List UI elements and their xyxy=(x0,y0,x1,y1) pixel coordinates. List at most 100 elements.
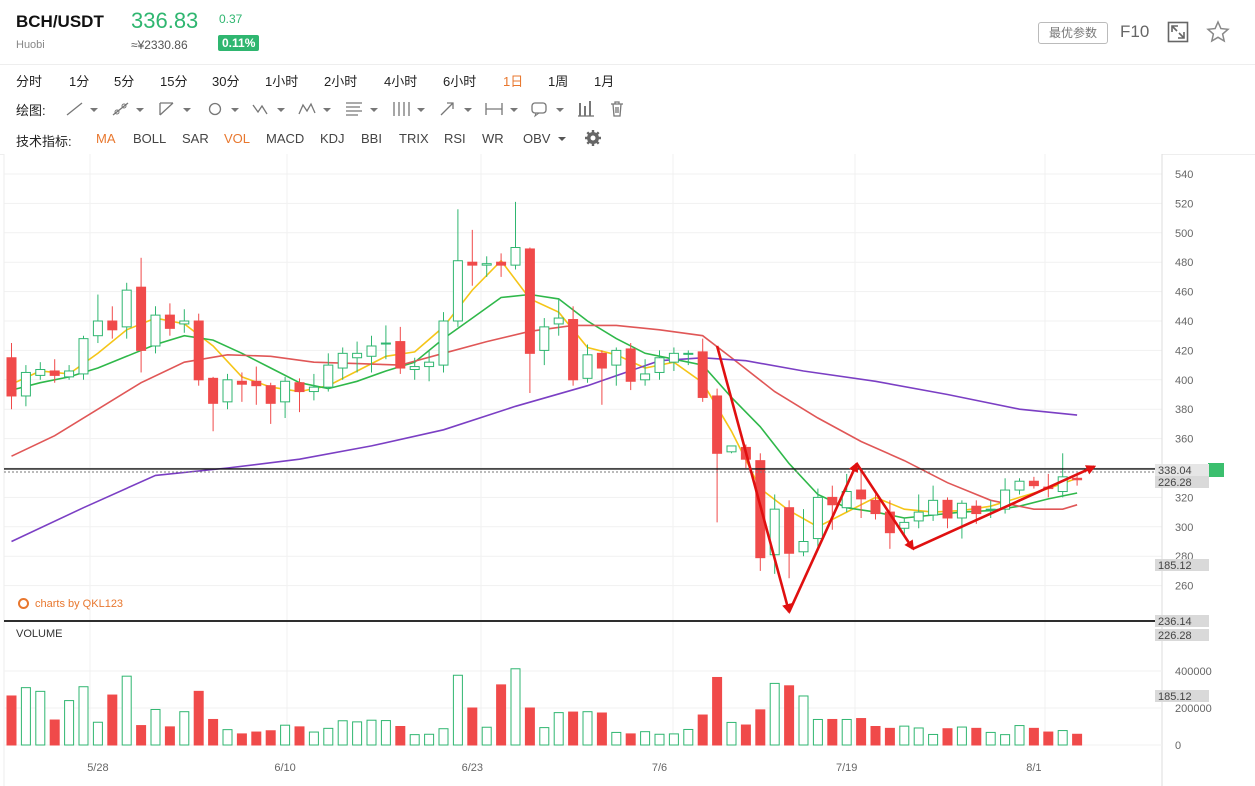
volume-bar[interactable] xyxy=(121,675,132,746)
candle[interactable] xyxy=(812,496,823,540)
candle[interactable] xyxy=(308,386,319,393)
volume-bar[interactable] xyxy=(395,726,406,746)
candle[interactable] xyxy=(582,354,593,379)
candle[interactable] xyxy=(380,342,391,345)
volume-bar[interactable] xyxy=(740,724,751,746)
candle[interactable] xyxy=(395,341,406,369)
candle[interactable] xyxy=(222,379,233,403)
volume-bar[interactable] xyxy=(841,718,852,746)
volume-bar[interactable] xyxy=(150,708,161,746)
volume-bar[interactable] xyxy=(539,727,550,746)
volume-bar[interactable] xyxy=(524,707,535,746)
indicator-rsi[interactable]: RSI xyxy=(444,131,466,146)
candle[interactable] xyxy=(193,320,204,381)
volume-bar[interactable] xyxy=(251,731,262,746)
candle[interactable] xyxy=(78,338,89,375)
candle[interactable] xyxy=(856,489,867,500)
fullscreen-icon[interactable] xyxy=(1167,21,1189,48)
volume-bar[interactable] xyxy=(985,731,996,746)
candle[interactable] xyxy=(568,319,579,381)
candle[interactable] xyxy=(438,320,449,366)
volume-bar[interactable] xyxy=(755,709,766,746)
candle[interactable] xyxy=(510,247,521,266)
interval-tab[interactable]: 分时 xyxy=(16,74,43,89)
candle[interactable] xyxy=(208,377,219,404)
interval-tab[interactable]: 1周 xyxy=(548,74,569,89)
interval-tab[interactable]: 1分 xyxy=(69,74,90,89)
volume-bar[interactable] xyxy=(1057,730,1068,746)
candle-style-icon[interactable] xyxy=(577,100,595,121)
channel-tool-icon[interactable] xyxy=(157,100,193,121)
comment-tool-icon[interactable] xyxy=(530,100,566,121)
volume-bar[interactable] xyxy=(654,733,665,746)
candle[interactable] xyxy=(539,326,550,351)
candle[interactable] xyxy=(265,385,276,404)
candle[interactable] xyxy=(870,499,881,515)
candle[interactable] xyxy=(236,380,247,385)
volume-bar[interactable] xyxy=(380,720,391,746)
interval-tab[interactable]: 6小时 xyxy=(443,74,477,89)
volume-bar[interactable] xyxy=(467,707,478,746)
candle[interactable] xyxy=(928,499,939,516)
candle[interactable] xyxy=(64,370,75,378)
volume-bar[interactable] xyxy=(64,700,75,746)
volume-bar[interactable] xyxy=(49,719,60,746)
volume-bar[interactable] xyxy=(337,720,348,746)
volume-bar[interactable] xyxy=(596,712,607,746)
candle[interactable] xyxy=(596,352,607,369)
candle[interactable] xyxy=(1072,477,1083,481)
candle[interactable] xyxy=(6,357,17,397)
volume-bar[interactable] xyxy=(193,690,204,746)
volume-bar[interactable] xyxy=(1028,727,1039,746)
shape-tool-icon[interactable] xyxy=(205,100,241,121)
volume-bar[interactable] xyxy=(409,734,420,746)
pattern-tool-icon[interactable] xyxy=(297,100,333,121)
candle[interactable] xyxy=(452,260,463,322)
volume-bar[interactable] xyxy=(971,727,982,746)
candle[interactable] xyxy=(107,320,118,331)
volume-bar[interactable] xyxy=(6,695,17,746)
candle[interactable] xyxy=(337,352,348,369)
indicator-trix[interactable]: TRIX xyxy=(399,131,429,146)
star-favorite-icon[interactable] xyxy=(1206,20,1230,49)
volume-bar[interactable] xyxy=(640,731,651,746)
f10-button[interactable]: F10 xyxy=(1120,22,1150,41)
volume-bar[interactable] xyxy=(265,730,276,746)
volume-bar[interactable] xyxy=(308,731,319,746)
candle[interactable] xyxy=(524,248,535,354)
candle[interactable] xyxy=(496,261,507,266)
volume-bar[interactable] xyxy=(496,684,507,746)
interval-tab[interactable]: 1月 xyxy=(594,74,615,89)
volume-bar[interactable] xyxy=(553,712,564,746)
candle[interactable] xyxy=(424,361,435,368)
candle[interactable] xyxy=(1028,480,1039,487)
volume-bar[interactable] xyxy=(452,674,463,746)
volume-bar[interactable] xyxy=(222,729,233,746)
volume-bar[interactable] xyxy=(366,719,377,746)
volume-bar[interactable] xyxy=(812,718,823,746)
volume-bar[interactable] xyxy=(668,733,679,746)
candle[interactable] xyxy=(136,286,147,351)
candle[interactable] xyxy=(654,357,665,373)
candlestick-chart[interactable]: 2602803003203403603804004204404604805005… xyxy=(0,154,1255,786)
volume-bar[interactable] xyxy=(179,711,190,746)
volume-bar[interactable] xyxy=(92,721,103,746)
indicator-obv[interactable]: OBV xyxy=(523,131,551,146)
candle[interactable] xyxy=(20,371,31,397)
candle[interactable] xyxy=(956,502,967,519)
volume-bar[interactable] xyxy=(481,726,492,746)
volume-bar[interactable] xyxy=(726,721,737,746)
volume-bar[interactable] xyxy=(208,718,219,746)
candle[interactable] xyxy=(164,314,175,329)
indicator-wr[interactable]: WR xyxy=(482,131,504,146)
volume-bar[interactable] xyxy=(323,727,334,746)
indicator-boll[interactable]: BOLL xyxy=(133,131,167,146)
volume-bar[interactable] xyxy=(899,725,910,746)
volume-bar[interactable] xyxy=(942,728,953,746)
indicator-bbi[interactable]: BBI xyxy=(361,131,382,146)
candle[interactable] xyxy=(784,507,795,554)
interval-tab[interactable]: 1日 xyxy=(503,74,524,89)
indicator-vol[interactable]: VOL xyxy=(224,131,251,146)
gann-tool-icon[interactable] xyxy=(391,100,427,121)
volume-bar[interactable] xyxy=(35,690,46,746)
